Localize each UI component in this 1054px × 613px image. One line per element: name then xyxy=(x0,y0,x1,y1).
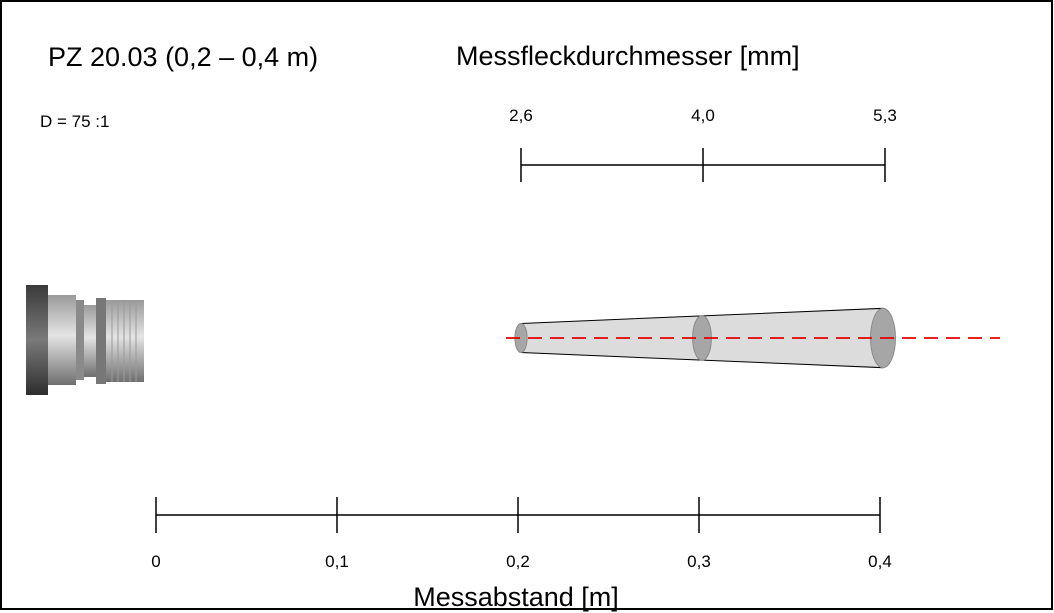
diagram-title: PZ 20.03 (0,2 – 0,4 m) xyxy=(48,42,319,72)
distance-axis-title: Messabstand [m] xyxy=(413,582,619,612)
spot-diameter-label: 2,6 xyxy=(509,106,533,125)
sensor-head-picture xyxy=(26,285,144,395)
distance-tick-label: 0 xyxy=(151,552,161,571)
spot-diameter-label: 5,3 xyxy=(873,106,897,125)
measurement-beam xyxy=(506,307,1000,369)
distance-tick-label: 0,1 xyxy=(325,552,349,571)
distance-tick-label: 0,2 xyxy=(506,552,530,571)
distance-tick-label: 0,4 xyxy=(868,552,892,571)
spot-diameter-axis-title: Messfleckdurchmesser [mm] xyxy=(456,41,800,71)
distance-ratio-label: D = 75 :1 xyxy=(40,112,110,131)
spot-diameter-label: 4,0 xyxy=(691,106,715,125)
axes xyxy=(155,148,886,533)
distance-tick-label: 0,3 xyxy=(687,552,711,571)
